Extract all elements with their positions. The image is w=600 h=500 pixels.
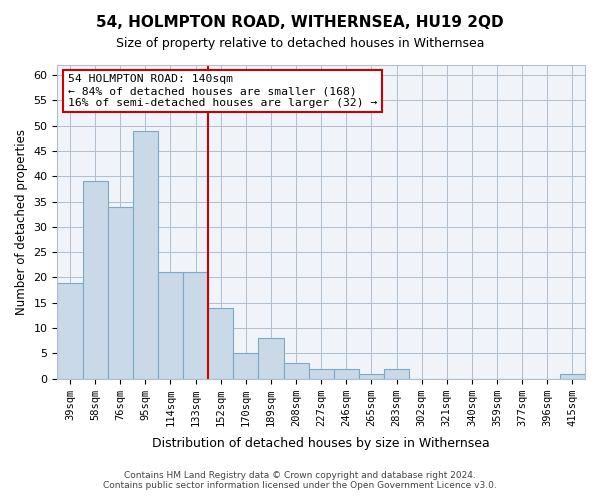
Y-axis label: Number of detached properties: Number of detached properties (15, 129, 28, 315)
Bar (58, 282, 83, 378)
Text: Size of property relative to detached houses in Withernsea: Size of property relative to detached ho… (116, 38, 484, 51)
Bar (560, 374, 585, 378)
Bar (208, 308, 233, 378)
Bar (359, 374, 384, 378)
Bar (284, 364, 308, 378)
Bar (334, 368, 359, 378)
Bar (133, 131, 158, 378)
Bar (384, 368, 409, 378)
Bar (158, 272, 183, 378)
Bar (308, 368, 334, 378)
Bar (259, 338, 284, 378)
Bar (83, 182, 107, 378)
Bar (233, 354, 259, 378)
X-axis label: Distribution of detached houses by size in Withernsea: Distribution of detached houses by size … (152, 437, 490, 450)
Bar (183, 272, 208, 378)
Text: Contains HM Land Registry data © Crown copyright and database right 2024.
Contai: Contains HM Land Registry data © Crown c… (103, 470, 497, 490)
Text: 54, HOLMPTON ROAD, WITHERNSEA, HU19 2QD: 54, HOLMPTON ROAD, WITHERNSEA, HU19 2QD (96, 15, 504, 30)
Text: 54 HOLMPTON ROAD: 140sqm
← 84% of detached houses are smaller (168)
16% of semi-: 54 HOLMPTON ROAD: 140sqm ← 84% of detach… (68, 74, 377, 108)
Bar (107, 206, 133, 378)
